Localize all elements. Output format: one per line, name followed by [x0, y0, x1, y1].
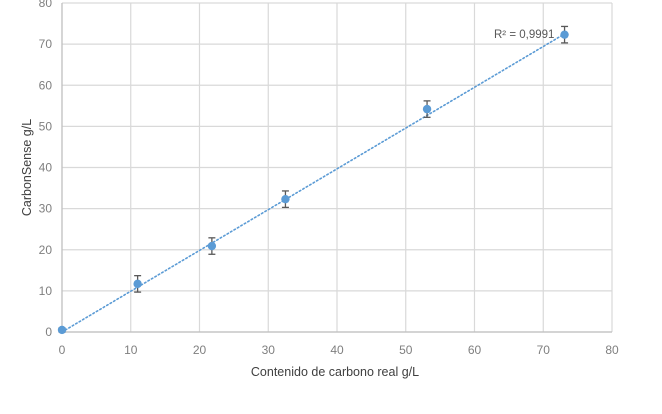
x-tick-label: 10 — [124, 343, 138, 357]
y-axis-ticks: 0 10 20 30 40 50 60 70 80 — [39, 0, 53, 339]
x-tick-label: 40 — [330, 343, 344, 357]
x-tick-label: 20 — [193, 343, 207, 357]
y-axis-title: CarbonSense g/L — [20, 119, 34, 216]
x-tick-label: 50 — [399, 343, 413, 357]
marker — [560, 30, 569, 39]
y-tick-label: 20 — [39, 243, 53, 257]
x-tick-label: 60 — [468, 343, 482, 357]
marker — [281, 194, 290, 204]
x-tick-label: 80 — [605, 343, 619, 357]
trendline — [61, 33, 566, 333]
marker — [133, 279, 142, 289]
y-tick-label: 40 — [39, 161, 53, 175]
marker — [207, 241, 217, 251]
y-tick-label: 60 — [39, 78, 53, 92]
data-point — [133, 275, 142, 293]
trendline-path — [61, 33, 566, 333]
data-points — [57, 25, 569, 335]
y-tick-label: 0 — [45, 325, 52, 339]
data-point — [422, 100, 432, 118]
data-point — [207, 237, 217, 255]
gridlines — [61, 2, 613, 333]
data-point — [560, 25, 569, 44]
axes — [61, 3, 612, 333]
marker — [57, 325, 67, 335]
y-tick-label: 70 — [39, 37, 53, 51]
x-axis-ticks: 0 10 20 30 40 50 60 70 80 — [59, 343, 619, 357]
data-point — [281, 190, 290, 209]
y-tick-label: 10 — [39, 284, 53, 298]
data-point — [57, 325, 67, 335]
x-tick-label: 0 — [59, 343, 66, 357]
y-tick-label: 80 — [39, 0, 53, 10]
y-tick-label: 30 — [39, 202, 53, 216]
marker — [422, 104, 432, 114]
x-tick-label: 70 — [537, 343, 551, 357]
x-tick-label: 30 — [262, 343, 276, 357]
x-axis-title: Contenido de carbono real g/L — [251, 365, 419, 379]
r-squared-annotation: R² = 0,9991 — [494, 29, 554, 41]
y-tick-label: 50 — [39, 119, 53, 133]
